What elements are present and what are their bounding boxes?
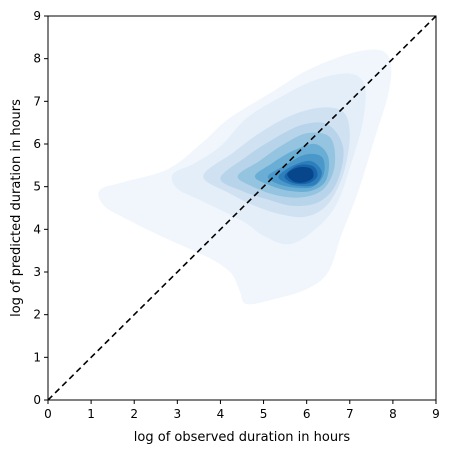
y-tick-label: 6 [33,137,41,151]
x-tick-label: 7 [346,407,354,421]
y-tick-label: 1 [33,350,41,364]
y-tick-label: 3 [33,265,41,279]
y-tick-label: 2 [33,308,41,322]
identity-reference-line [48,16,436,400]
y-tick-label: 5 [33,180,41,194]
x-axis: 0 1 2 3 4 5 6 7 8 9 [44,400,440,421]
x-tick-label: 8 [389,407,397,421]
x-tick-label: 5 [260,407,268,421]
x-tick-label: 0 [44,407,52,421]
y-tick-label: 0 [33,393,41,407]
y-tick-label: 4 [33,222,41,236]
y-tick-label: 9 [33,9,41,23]
y-axis: 0 1 2 3 4 5 6 7 8 9 [33,9,48,407]
x-tick-label: 4 [217,407,225,421]
y-tick-label: 8 [33,52,41,66]
y-tick-label: 7 [33,94,41,108]
x-tick-label: 9 [432,407,440,421]
x-tick-label: 2 [130,407,138,421]
x-tick-label: 3 [174,407,182,421]
plot-frame [47,15,437,401]
x-tick-label: 1 [87,407,95,421]
x-tick-label: 6 [303,407,311,421]
y-axis-label: log of predicted duration in hours [9,99,24,317]
density-contours [98,49,392,305]
x-axis-label: log of observed duration in hours [134,430,351,445]
contour-level-10 [287,167,314,183]
